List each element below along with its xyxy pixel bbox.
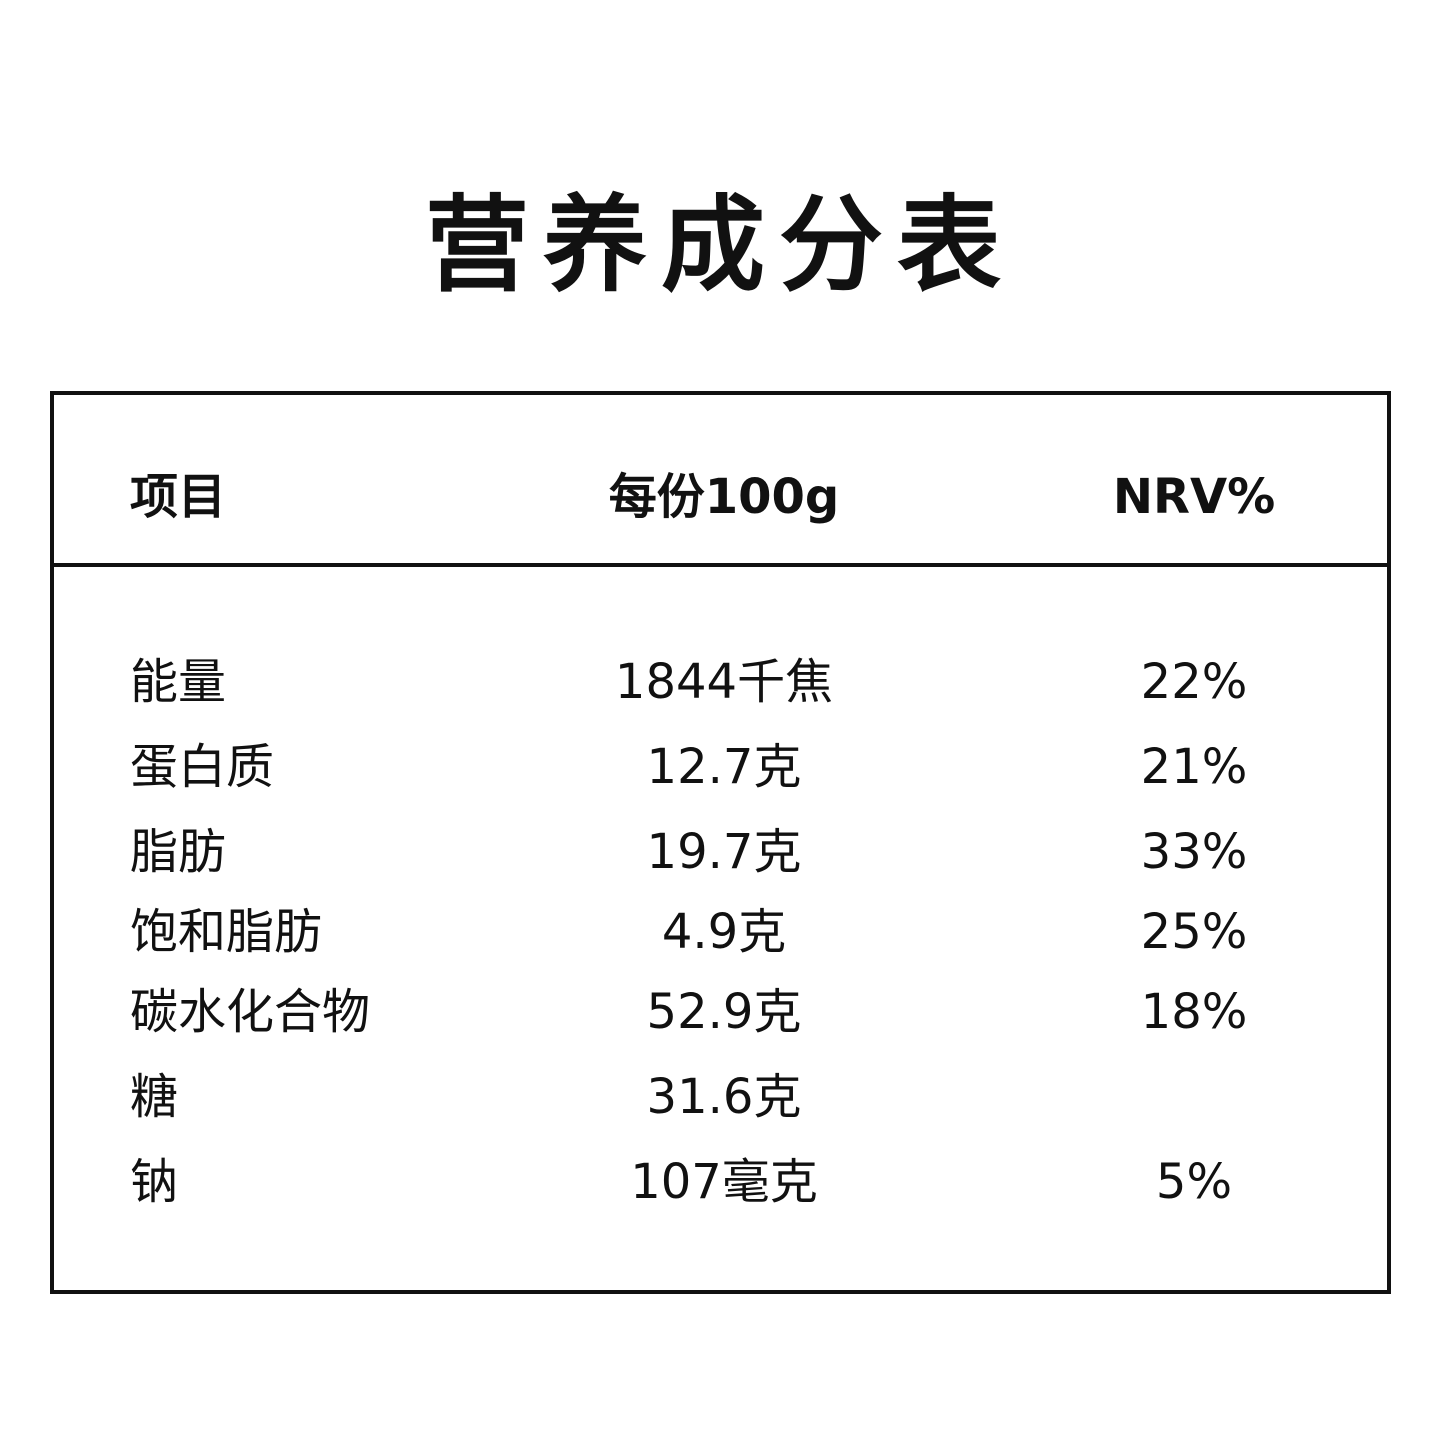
item-amount: 31.6克 xyxy=(646,1069,802,1125)
table-row: 饱和脂肪 4.9克 25% xyxy=(54,902,1387,962)
item-nrv: 25% xyxy=(1140,904,1248,960)
item-name: 钠 xyxy=(130,1154,179,1210)
table-row: 碳水化合物 52.9克 18% xyxy=(54,982,1387,1042)
nutrition-table: 项目 每份100g NRV% 能量 1844千焦 22% 蛋白质 12.7克 21% 脂肪 1… xyxy=(50,391,1391,1294)
table-row: 钠 107毫克 5% xyxy=(54,1152,1387,1212)
item-amount: 19.7克 xyxy=(646,824,802,880)
item-amount: 52.9克 xyxy=(646,984,802,1040)
item-nrv: 22% xyxy=(1140,654,1248,710)
item-nrv: 18% xyxy=(1140,984,1248,1040)
item-name: 碳水化合物 xyxy=(130,984,371,1040)
table-row: 糖 31.6克 xyxy=(54,1067,1387,1127)
header-divider xyxy=(54,563,1387,567)
item-name: 能量 xyxy=(130,654,227,710)
table-row: 脂肪 19.7克 33% xyxy=(54,822,1387,882)
table-row: 能量 1844千焦 22% xyxy=(54,652,1387,712)
header-nrv: NRV% xyxy=(1112,469,1276,525)
table-header: 项目 每份100g NRV% xyxy=(54,467,1387,527)
header-per-100g: 每份100g xyxy=(608,469,840,525)
item-name: 蛋白质 xyxy=(130,739,275,795)
header-item: 项目 xyxy=(130,469,227,525)
item-nrv: 33% xyxy=(1140,824,1248,880)
item-amount: 12.7克 xyxy=(646,739,802,795)
item-amount: 4.9克 xyxy=(661,904,787,960)
item-name: 脂肪 xyxy=(130,824,227,880)
item-nrv: 5% xyxy=(1155,1154,1233,1210)
item-nrv: 21% xyxy=(1140,739,1248,795)
item-name: 饱和脂肪 xyxy=(130,904,323,960)
item-amount: 107毫克 xyxy=(630,1154,818,1210)
table-row: 蛋白质 12.7克 21% xyxy=(54,737,1387,797)
page-title: 营养成分表 xyxy=(424,184,1015,306)
item-name: 糖 xyxy=(130,1069,179,1125)
item-amount: 1844千焦 xyxy=(614,654,834,710)
